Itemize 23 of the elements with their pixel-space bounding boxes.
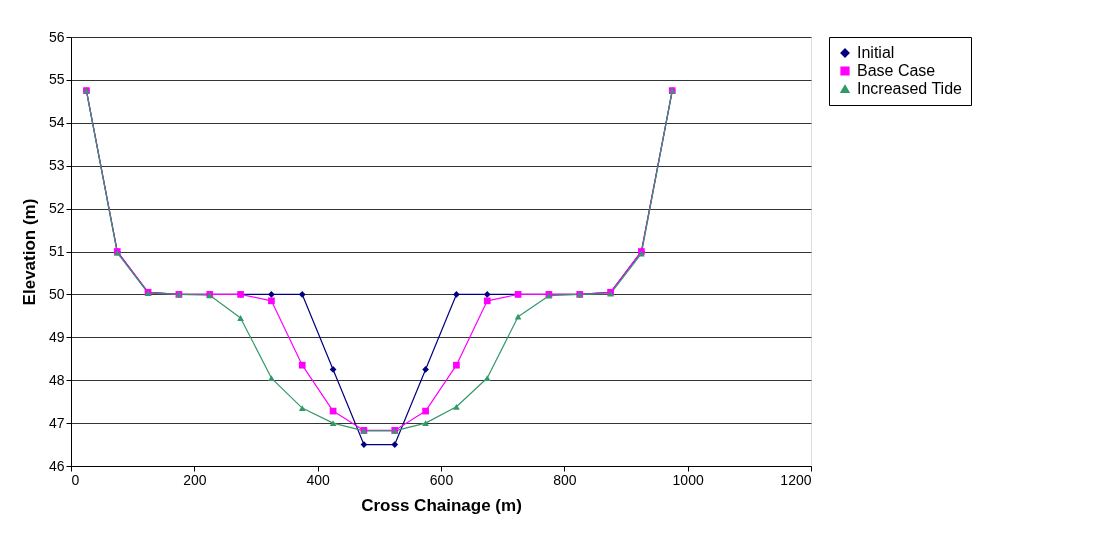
y-tick-label: 51 [48, 243, 65, 259]
y-tick-label: 50 [48, 285, 65, 302]
legend-label: Base Case [857, 62, 936, 79]
x-tick-label: 1200 [780, 471, 812, 488]
y-tick-label: 46 [48, 457, 65, 474]
y-tick-label: 56 [48, 28, 65, 45]
x-tick-label: 400 [306, 471, 331, 488]
x-tick-label: 800 [553, 471, 577, 488]
legend-label: Increased Tide [857, 80, 963, 97]
y-tick-label: 47 [48, 414, 65, 431]
x-axis-title: Cross Chainage (m) [361, 495, 522, 515]
y-tick-label: 49 [48, 328, 65, 345]
y-tick-label: 53 [48, 157, 65, 174]
y-tick-label: 55 [48, 71, 65, 88]
x-tick-label: 0 [71, 471, 80, 488]
y-axis-title: Elevation (m) [19, 198, 39, 306]
x-tick-label: 200 [183, 471, 207, 488]
y-tick-label: 52 [48, 200, 65, 217]
x-tick-label: 1000 [672, 471, 704, 488]
y-tick-label: 48 [48, 371, 65, 388]
y-tick-label: 54 [48, 114, 65, 131]
legend-label: Initial [857, 44, 895, 61]
x-tick-label: 600 [429, 471, 454, 488]
